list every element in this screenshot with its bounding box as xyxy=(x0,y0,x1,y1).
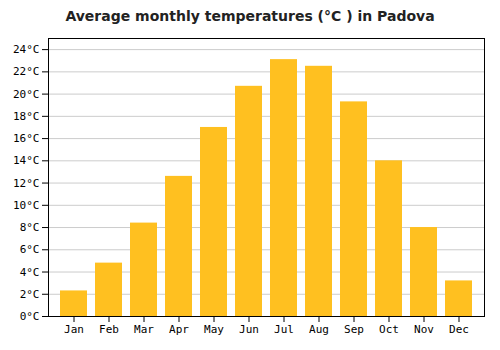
svg-text:Oct: Oct xyxy=(379,323,399,336)
svg-text:Feb: Feb xyxy=(99,323,119,336)
svg-text:Jun: Jun xyxy=(239,323,259,336)
svg-text:Dec: Dec xyxy=(449,323,469,336)
html-text:Average monthly temperatures (: Average monthly temperatures (°C ) in Pa… xyxy=(65,8,435,24)
svg-text:May: May xyxy=(204,323,224,336)
svg-text:10°C: 10°C xyxy=(13,199,40,212)
svg-text:8°C: 8°C xyxy=(20,221,40,234)
svg-text:Jul: Jul xyxy=(274,323,294,336)
svg-text:0°C: 0°C xyxy=(20,310,40,323)
svg-text:14°C: 14°C xyxy=(13,154,40,167)
svg-text:12°C: 12°C xyxy=(13,177,40,190)
svg-text:Sep: Sep xyxy=(344,323,364,336)
svg-text:6°C: 6°C xyxy=(20,243,40,256)
svg-text:Apr: Apr xyxy=(169,323,189,336)
svg-text:18°C: 18°C xyxy=(13,110,40,123)
svg-text:24°C: 24°C xyxy=(13,43,40,56)
svg-text:20°C: 20°C xyxy=(13,88,40,101)
svg-text:4°C: 4°C xyxy=(20,266,40,279)
svg-text:Aug: Aug xyxy=(309,323,329,336)
svg-text:16°C: 16°C xyxy=(13,132,40,145)
svg-text:Jan: Jan xyxy=(64,323,84,336)
svg-text:22°C: 22°C xyxy=(13,65,40,78)
svg-text:2°C: 2°C xyxy=(20,288,40,301)
svg-text:Nov: Nov xyxy=(414,323,434,336)
svg-text:Mar: Mar xyxy=(134,323,154,336)
